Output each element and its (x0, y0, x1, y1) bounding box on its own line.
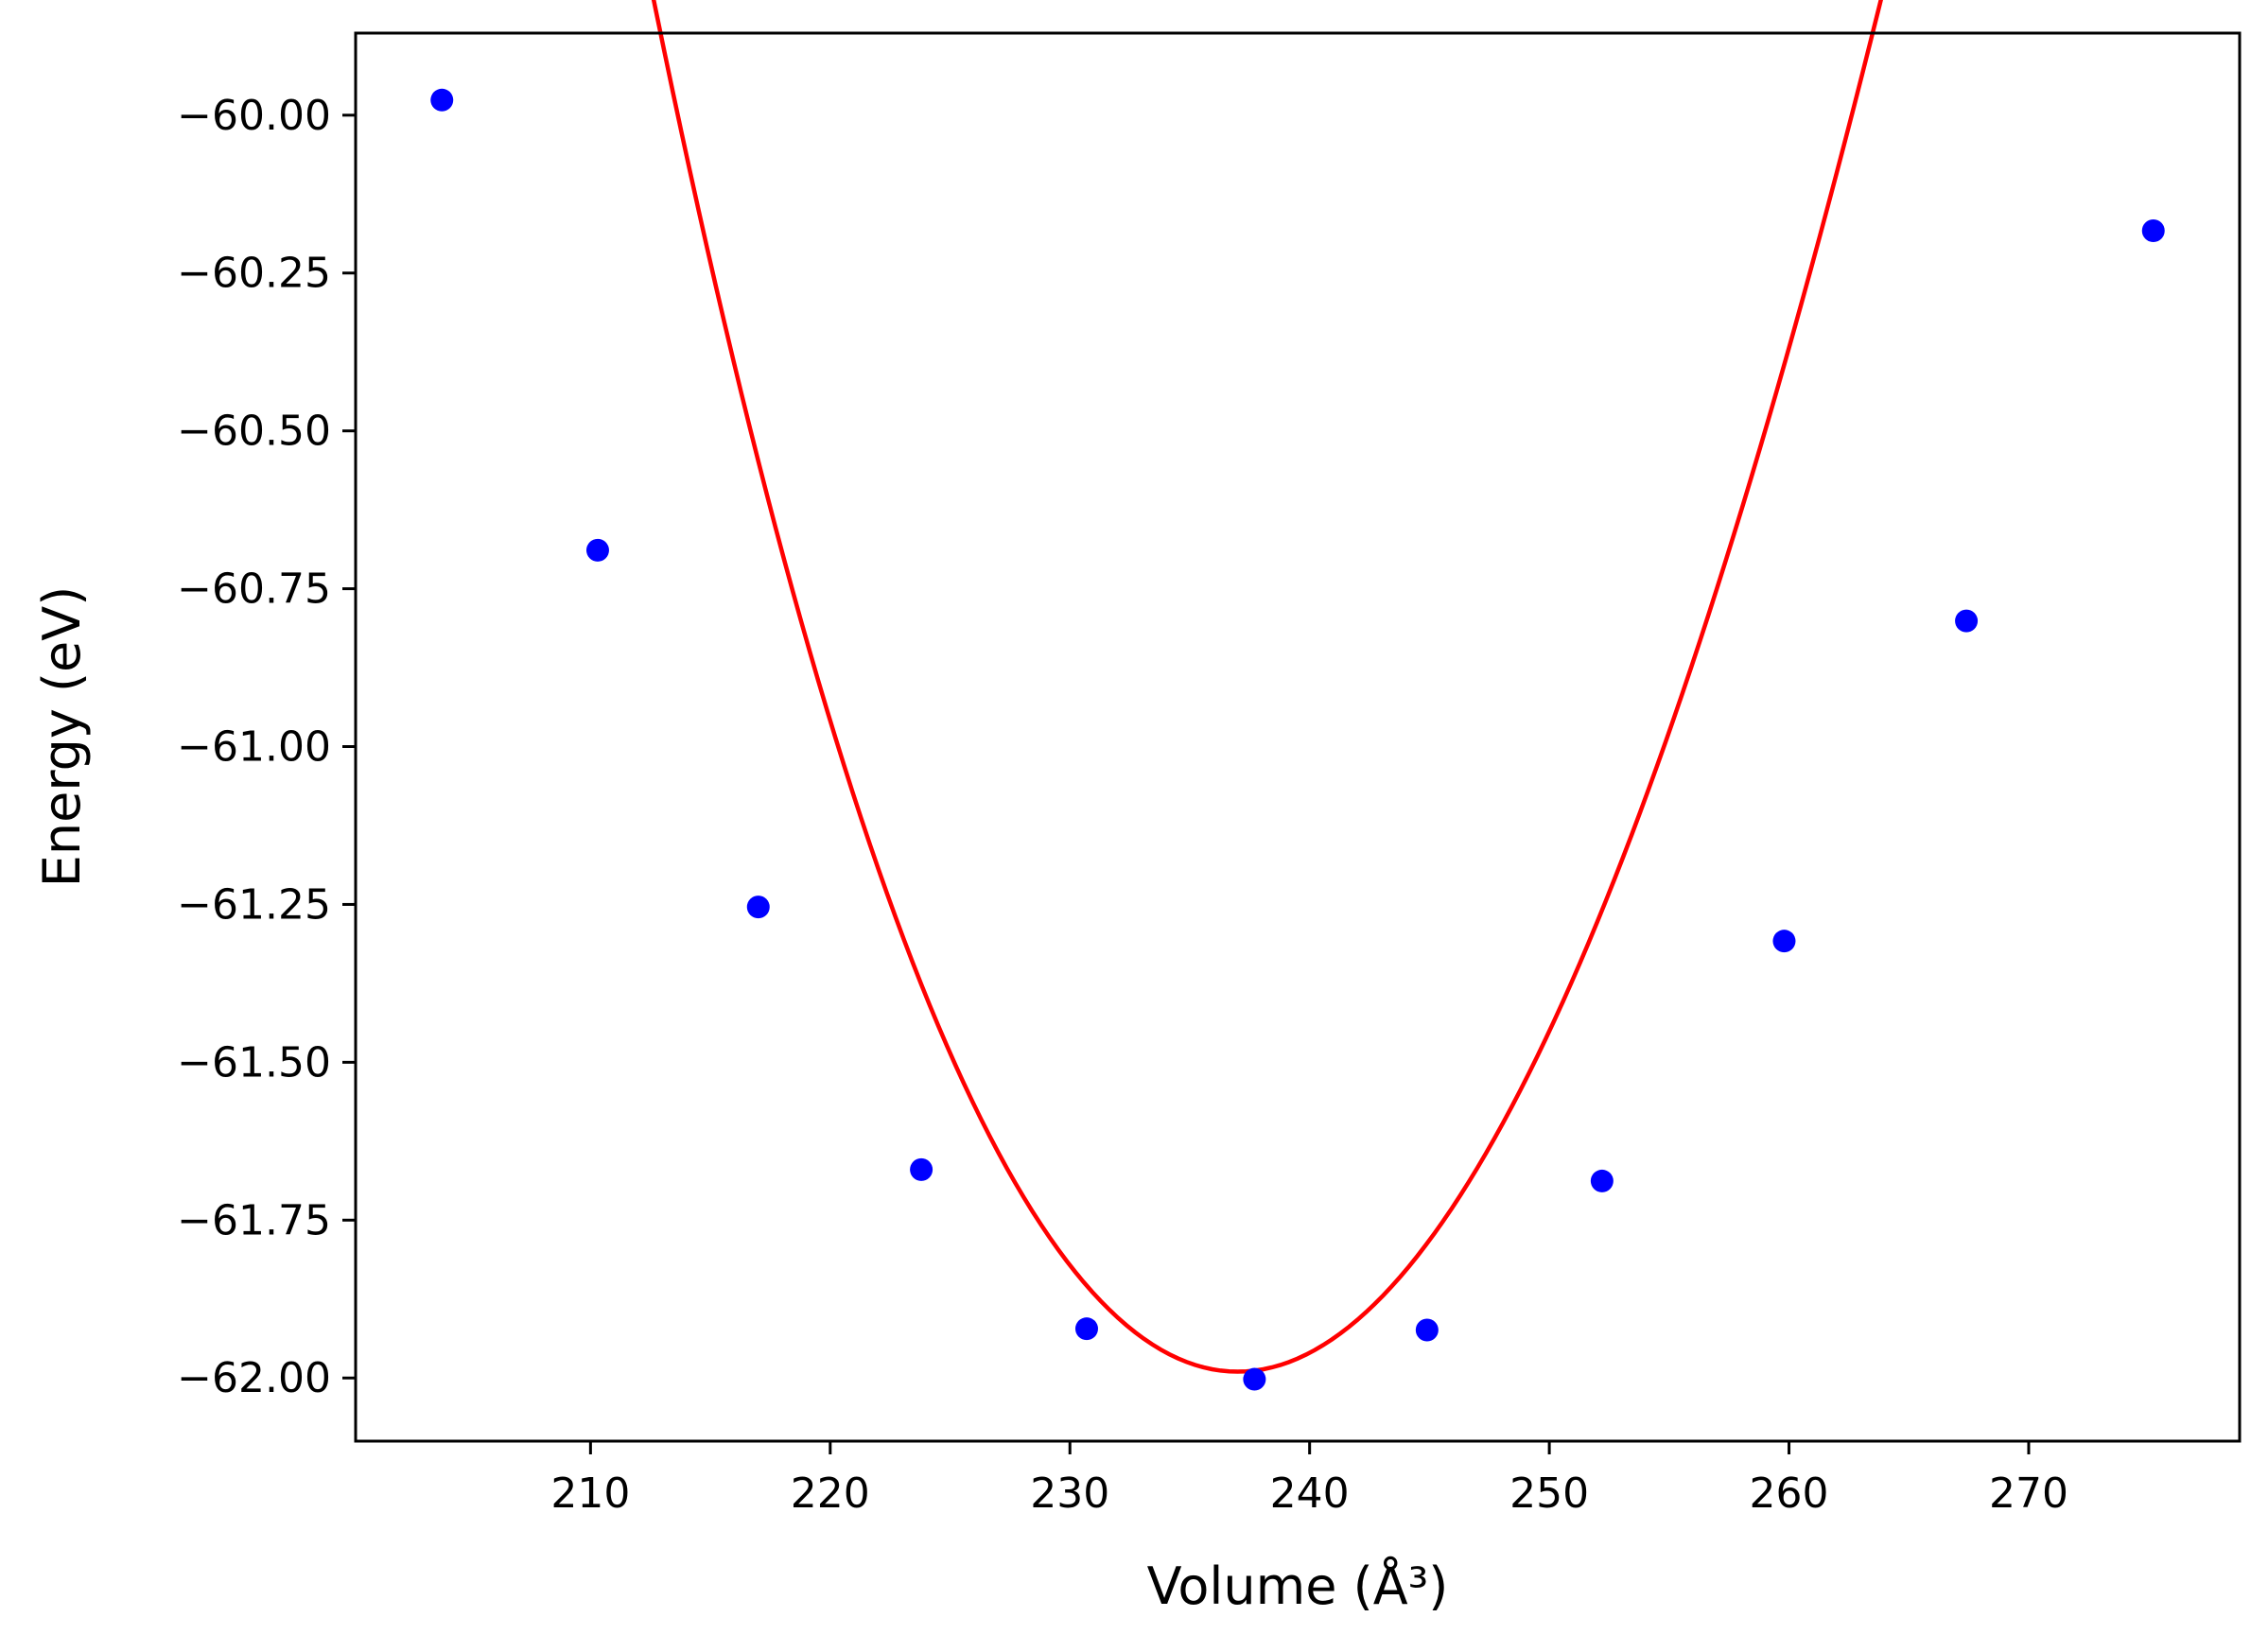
y-tick-label: −61.75 (177, 1196, 331, 1244)
y-axis-label: Energy (eV) (32, 586, 92, 888)
x-axis-ticks: 210 220 230 240 250 260 270 (550, 1441, 2068, 1518)
y-tick-label: −61.00 (177, 723, 331, 772)
data-point (1772, 930, 1796, 953)
x-tick-label: 210 (550, 1469, 630, 1518)
x-tick-label: 260 (1750, 1469, 1829, 1518)
fit-curve (651, 0, 1883, 1374)
x-tick-label: 230 (1030, 1469, 1109, 1518)
plot-frame (354, 31, 2242, 1443)
y-tick-label: −60.00 (177, 92, 331, 140)
plot-area (430, 0, 2165, 1391)
x-tick-label: 240 (1270, 1469, 1350, 1518)
data-point (2141, 218, 2165, 242)
y-tick-label: −61.25 (177, 880, 331, 929)
x-axis-label: Volume (Å³) (1147, 1556, 1449, 1616)
data-point (585, 538, 609, 562)
y-tick-label: −61.50 (177, 1038, 331, 1087)
x-tick-label: 250 (1509, 1469, 1589, 1518)
y-tick-label: −60.75 (177, 565, 331, 614)
data-point (910, 1157, 933, 1181)
x-tick-label: 270 (1989, 1469, 2068, 1518)
data-point (1074, 1317, 1098, 1341)
y-tick-label: −60.25 (177, 250, 331, 298)
data-point (746, 896, 770, 919)
data-point (1243, 1367, 1266, 1391)
data-point (430, 88, 454, 112)
data-point (1590, 1169, 1614, 1192)
x-tick-label: 220 (791, 1469, 870, 1518)
y-tick-label: −60.50 (177, 408, 331, 456)
y-tick-label: −62.00 (177, 1354, 331, 1402)
data-point (1955, 609, 1979, 633)
y-axis-ticks: −60.00 −60.25 −60.50 −60.75 −61.00 −61.25 −61.… (177, 92, 356, 1402)
data-point (1415, 1318, 1439, 1342)
